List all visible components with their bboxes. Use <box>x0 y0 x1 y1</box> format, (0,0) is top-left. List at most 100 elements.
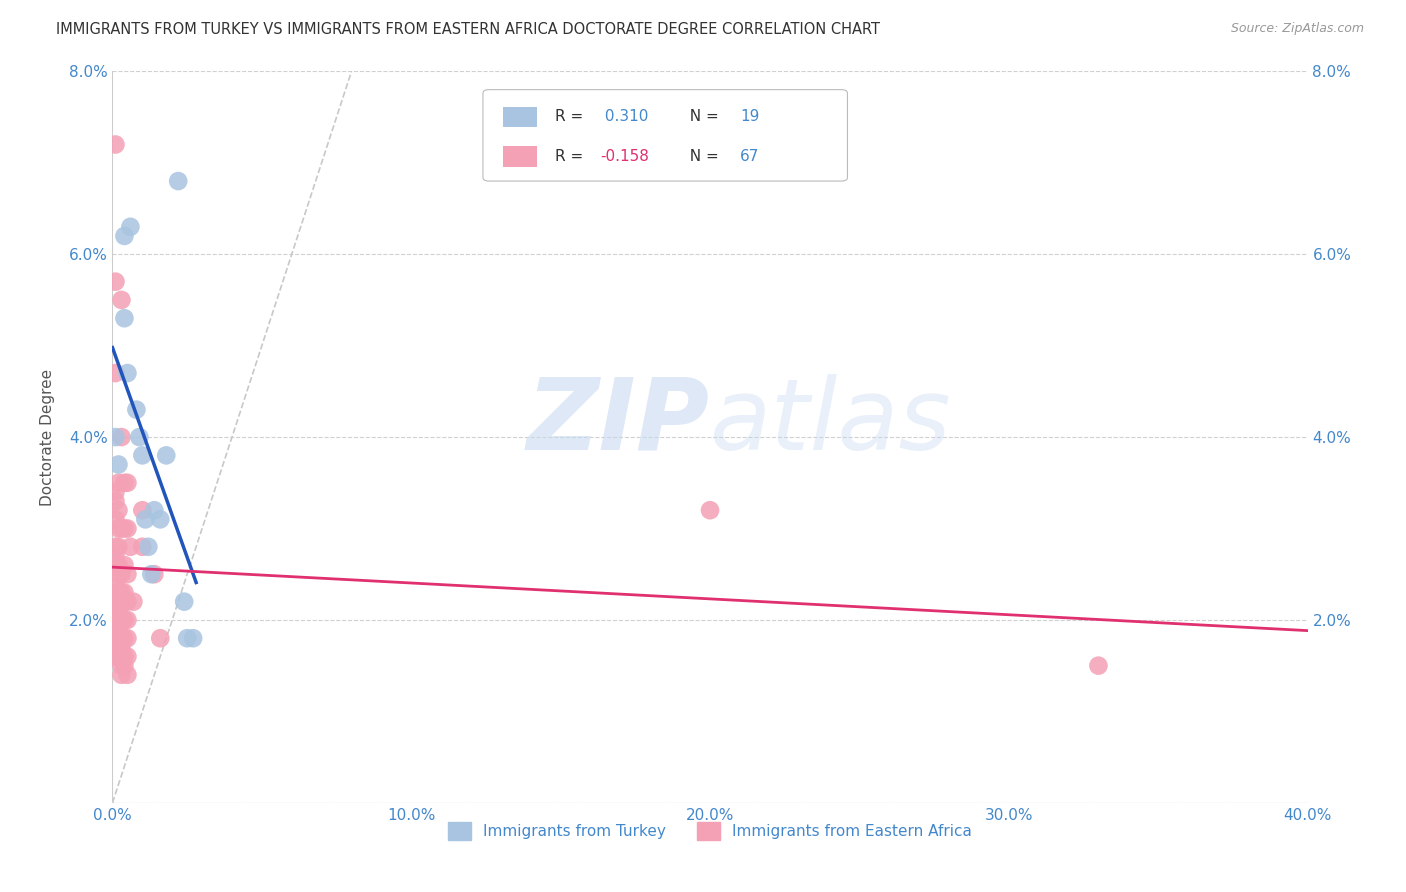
Point <box>107 475 129 490</box>
Legend: Immigrants from Turkey, Immigrants from Eastern Africa: Immigrants from Turkey, Immigrants from … <box>441 815 979 847</box>
Point <box>107 540 129 554</box>
Text: R =: R = <box>554 149 588 164</box>
Point <box>104 512 127 526</box>
Text: IMMIGRANTS FROM TURKEY VS IMMIGRANTS FROM EASTERN AFRICA DOCTORATE DEGREE CORREL: IMMIGRANTS FROM TURKEY VS IMMIGRANTS FRO… <box>56 22 880 37</box>
Point <box>114 558 135 573</box>
Point <box>107 595 129 609</box>
Point <box>104 604 127 618</box>
Point <box>114 229 135 244</box>
Point <box>114 585 135 599</box>
Point <box>104 613 127 627</box>
Point <box>117 632 139 646</box>
Point <box>110 649 132 664</box>
Text: N =: N = <box>681 149 724 164</box>
Point <box>120 540 142 554</box>
Text: atlas: atlas <box>710 374 952 471</box>
FancyBboxPatch shape <box>503 107 537 127</box>
Point <box>110 613 132 627</box>
Point <box>699 503 721 517</box>
Point <box>176 632 198 646</box>
Point <box>107 458 129 472</box>
Point <box>107 622 129 636</box>
Text: -0.158: -0.158 <box>600 149 650 164</box>
Text: 19: 19 <box>740 110 759 124</box>
Point <box>155 449 177 463</box>
Point <box>114 658 135 673</box>
Point <box>104 632 127 646</box>
Point <box>104 137 127 152</box>
Text: ZIP: ZIP <box>527 374 710 471</box>
Point <box>110 585 132 599</box>
Text: N =: N = <box>681 110 724 124</box>
Point <box>149 512 172 526</box>
Point <box>104 275 127 289</box>
Point <box>104 485 127 500</box>
Point <box>122 595 145 609</box>
Point <box>117 475 139 490</box>
Point <box>114 475 135 490</box>
Point <box>110 521 132 535</box>
Point <box>107 503 129 517</box>
Point <box>107 613 129 627</box>
Point <box>110 658 132 673</box>
Point <box>131 449 153 463</box>
Point <box>110 632 132 646</box>
Point <box>110 567 132 582</box>
Point <box>143 567 166 582</box>
Point <box>114 311 135 326</box>
Point <box>1087 658 1109 673</box>
Point <box>104 576 127 591</box>
Point <box>104 366 127 380</box>
Point <box>117 667 139 681</box>
Point <box>104 549 127 563</box>
Point <box>107 585 129 599</box>
Point <box>104 595 127 609</box>
Point <box>117 613 139 627</box>
Point <box>120 219 142 234</box>
Point <box>141 567 163 582</box>
Point <box>125 402 148 417</box>
Point <box>173 595 195 609</box>
Point <box>107 632 129 646</box>
Point <box>117 595 139 609</box>
Point <box>104 622 127 636</box>
Text: 67: 67 <box>740 149 759 164</box>
Point <box>114 649 135 664</box>
Point <box>114 632 135 646</box>
Point <box>181 632 204 646</box>
Point <box>114 613 135 627</box>
Point <box>104 494 127 508</box>
Point <box>104 649 127 664</box>
Point <box>110 293 132 307</box>
Point <box>104 558 127 573</box>
FancyBboxPatch shape <box>484 90 848 181</box>
Point <box>104 540 127 554</box>
Point <box>131 503 153 517</box>
Point <box>149 632 172 646</box>
Point <box>117 567 139 582</box>
Text: Source: ZipAtlas.com: Source: ZipAtlas.com <box>1230 22 1364 36</box>
Point <box>134 512 156 526</box>
Point <box>131 540 153 554</box>
Point <box>107 521 129 535</box>
Point <box>104 640 127 655</box>
Point <box>110 595 132 609</box>
Point <box>114 521 135 535</box>
Point <box>104 585 127 599</box>
Point <box>107 558 129 573</box>
Y-axis label: Doctorate Degree: Doctorate Degree <box>39 368 55 506</box>
FancyBboxPatch shape <box>503 146 537 167</box>
Point <box>143 503 166 517</box>
Point <box>107 567 129 582</box>
Text: 0.310: 0.310 <box>600 110 648 124</box>
Point <box>114 595 135 609</box>
Point <box>117 521 139 535</box>
Point <box>107 604 129 618</box>
Text: R =: R = <box>554 110 588 124</box>
Point <box>110 430 132 444</box>
Point <box>110 667 132 681</box>
Point <box>110 640 132 655</box>
Point <box>138 540 160 554</box>
Point <box>104 430 127 444</box>
Point <box>128 430 150 444</box>
